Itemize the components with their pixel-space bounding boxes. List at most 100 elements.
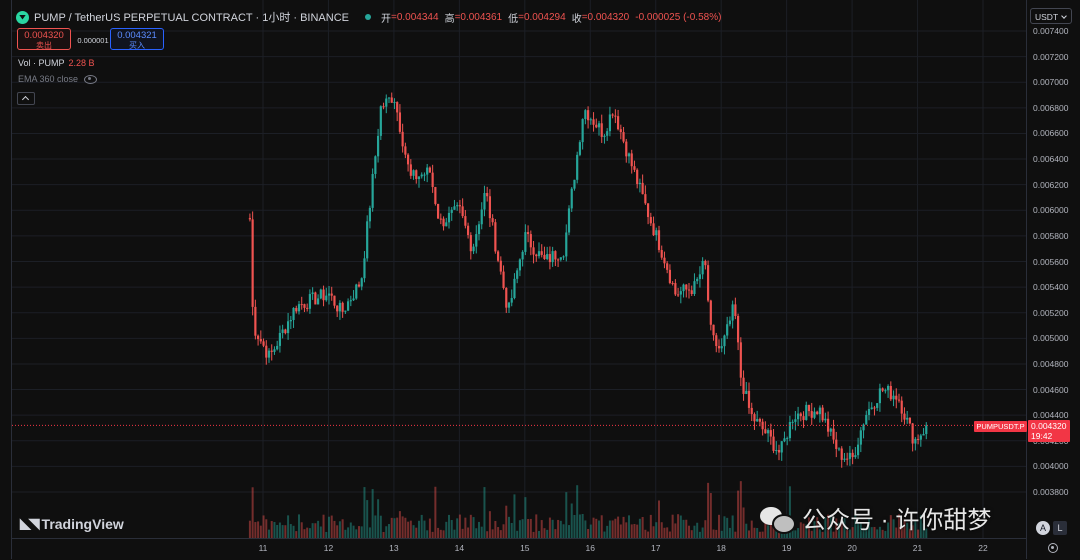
volume-bar <box>347 527 350 538</box>
volume-bar <box>917 529 920 538</box>
buy-button[interactable]: 0.004321 买入 <box>110 28 164 50</box>
candle-body <box>608 114 612 132</box>
volume-bar <box>805 524 808 538</box>
volume-bar <box>887 522 890 538</box>
volume-bar <box>404 517 407 538</box>
candle-body <box>251 219 254 307</box>
candle-body <box>346 301 350 311</box>
currency-select[interactable]: USDT <box>1030 8 1072 24</box>
candle-body <box>739 342 742 378</box>
volume-bar <box>352 525 355 538</box>
price-tick: 0.004600 <box>1033 384 1069 395</box>
symbol-title[interactable]: PUMP / TetherUS PERPETUAL CONTRACT · 1小时… <box>34 12 349 24</box>
tradingview-mark-icon: ◣◥ <box>20 515 39 531</box>
volume-bar <box>688 525 690 538</box>
candle-body <box>507 302 511 308</box>
volume-bar <box>603 531 606 538</box>
candle-body <box>690 290 693 295</box>
auto-scale-button[interactable]: A <box>1036 521 1050 535</box>
candle-body <box>344 310 347 312</box>
volume-bar <box>908 528 911 538</box>
candle-body <box>777 449 781 453</box>
candle-body <box>908 417 912 424</box>
candle-body <box>824 418 827 421</box>
hidden-eye-icon[interactable] <box>84 75 98 85</box>
candle-body <box>336 305 339 312</box>
candle-body <box>897 399 901 401</box>
candle-body <box>704 260 707 266</box>
candle-body <box>922 434 925 436</box>
candle-body <box>248 217 252 220</box>
candle-body <box>622 132 625 142</box>
volume-bar <box>914 520 917 538</box>
candle-body <box>488 196 492 219</box>
candle-body <box>766 430 770 434</box>
candle-body <box>895 395 898 400</box>
volume-bar <box>491 529 494 538</box>
volume-bar <box>709 493 712 538</box>
volume-bar <box>576 485 579 538</box>
volume-bar <box>281 525 284 538</box>
volume-bar <box>617 516 620 538</box>
volume-bar <box>862 527 865 538</box>
candle-body <box>655 230 658 236</box>
tradingview-logo[interactable]: ◣◥ TradingView <box>20 515 124 532</box>
close-value: =0.004320 <box>581 11 630 23</box>
volume-bar <box>341 519 344 538</box>
volume-bar <box>903 519 906 538</box>
volume-bar <box>628 515 630 538</box>
candle-body <box>837 448 841 450</box>
candle-body <box>516 270 519 279</box>
volume-bar <box>758 531 761 538</box>
settings-gear-icon[interactable] <box>1048 543 1058 553</box>
candle-body <box>788 422 792 439</box>
candle-body <box>589 119 592 121</box>
volume-bar <box>783 531 786 538</box>
sell-button[interactable]: 0.004320 卖出 <box>17 28 71 50</box>
candle-body <box>715 335 718 347</box>
candle-body <box>447 212 451 223</box>
time-tick: 16 <box>585 543 595 553</box>
candle-body <box>600 123 603 137</box>
volume-bar <box>308 528 311 538</box>
price-tick: 0.005200 <box>1033 307 1069 318</box>
volume-bar <box>636 524 639 538</box>
candle-body <box>415 170 418 179</box>
volume-bar <box>480 526 483 538</box>
collapse-legend-button[interactable] <box>17 92 35 105</box>
volume-bar <box>644 529 647 538</box>
candle-body <box>802 416 805 420</box>
volume-bar <box>633 523 636 538</box>
candle-body <box>851 452 854 458</box>
candle-body <box>636 169 639 184</box>
volume-bar <box>469 514 472 538</box>
volume-indicator-legend[interactable]: Vol · PUMP 2.28 B <box>18 58 95 68</box>
volume-bar <box>696 522 699 538</box>
volume-bar <box>248 520 251 538</box>
candle-body <box>780 441 783 453</box>
log-scale-button[interactable]: L <box>1053 521 1067 535</box>
volume-bar <box>278 522 281 538</box>
candle-body <box>832 428 835 440</box>
volume-bar <box>251 487 254 538</box>
candle-body <box>322 289 325 301</box>
time-axis[interactable] <box>12 538 1026 560</box>
candle-body <box>303 304 306 308</box>
ema-indicator-legend[interactable]: EMA 360 close <box>18 74 98 85</box>
volume-bar <box>625 522 628 538</box>
candle-body <box>911 423 914 444</box>
candle-body <box>663 257 666 264</box>
volume-bar <box>303 529 306 538</box>
volume-bar <box>668 531 671 538</box>
price-tick: 0.007000 <box>1033 77 1069 88</box>
volume-bar <box>374 515 377 538</box>
candle-body <box>646 203 650 218</box>
buy-price: 0.004321 <box>117 30 157 41</box>
volume-bar <box>857 522 860 538</box>
candle-body <box>706 265 710 301</box>
price-tick: 0.005000 <box>1033 333 1069 344</box>
candle-body <box>295 307 298 312</box>
price-axis[interactable] <box>1026 0 1080 559</box>
